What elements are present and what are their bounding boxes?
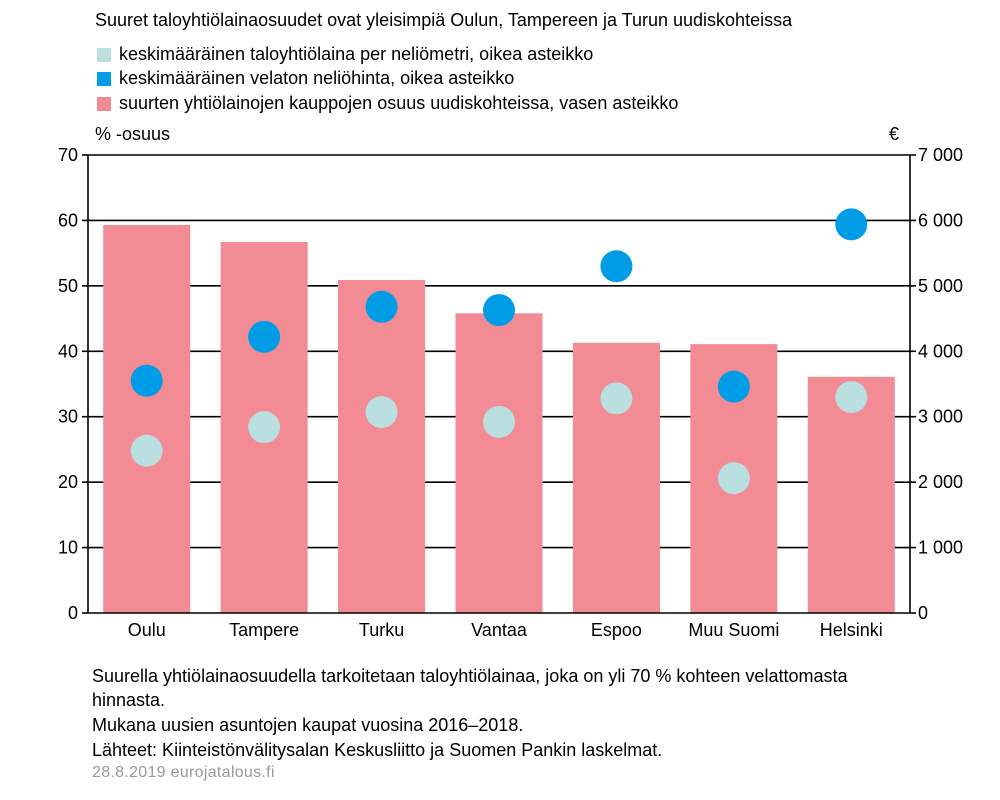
- tick-label-right: 0: [918, 603, 928, 623]
- y-axis-left-label: % -osuus: [95, 124, 171, 144]
- tick-label-left: 20: [58, 472, 78, 492]
- dot-price-per-sqm-helsinki: [835, 208, 868, 241]
- note-line-4: Lähteet: Kiinteistönvälitysalan Keskusli…: [92, 740, 663, 760]
- bar-helsinki: [807, 376, 895, 613]
- chart-title: Suuret taloyhtiölainaosuudet ovat yleisi…: [95, 10, 793, 30]
- category-label-oulu: Oulu: [128, 620, 166, 640]
- category-label-helsinki: Helsinki: [820, 620, 883, 640]
- legend-label-loan-per-sqm: keskimääräinen taloyhtiölaina per neliöm…: [119, 44, 594, 64]
- footer-date-source: 28.8.2019 eurojatalous.fi: [92, 764, 275, 781]
- category-label-turku: Turku: [359, 620, 404, 640]
- dot-price-per-sqm-oulu: [130, 364, 163, 397]
- dot-loan-per-sqm-turku: [365, 396, 398, 429]
- note-line-2: hinnasta.: [92, 690, 166, 710]
- dot-price-per-sqm-vantaa: [483, 294, 515, 327]
- bar-turku: [338, 279, 426, 613]
- tick-label-left: 40: [58, 341, 78, 361]
- dot-loan-per-sqm-tampere: [248, 411, 281, 444]
- dot-loan-per-sqm-helsinki: [835, 381, 868, 414]
- tick-label-right: 4 000: [918, 341, 963, 361]
- tick-label-right: 3 000: [918, 407, 963, 427]
- legend-swatch-loan-per-sqm: [97, 47, 111, 62]
- tick-label-right: 7 000: [918, 145, 963, 165]
- note-line-3: Mukana uusien asuntojen kaupat vuosina 2…: [92, 715, 524, 735]
- legend-item-price-per-sqm: keskimääräinen velaton neliöhinta, oikea…: [97, 68, 514, 89]
- legend-swatch-large-loan-share: [97, 96, 111, 111]
- dot-loan-per-sqm-espoo: [600, 382, 633, 415]
- bar-oulu: [103, 225, 191, 613]
- dot-price-per-sqm-muu-suomi: [717, 370, 750, 403]
- dot-loan-per-sqm-muu-suomi: [717, 462, 750, 495]
- tick-label-left: 60: [58, 210, 78, 230]
- legend-item-large-loan-share: suurten yhtiölainojen kauppojen osuus uu…: [97, 93, 678, 114]
- legend-swatch-price-per-sqm: [97, 71, 111, 86]
- category-label-muu-suomi: Muu Suomi: [688, 620, 779, 640]
- dot-price-per-sqm-tampere: [248, 320, 281, 353]
- dot-loan-per-sqm-vantaa: [483, 405, 515, 438]
- tick-label-left: 30: [58, 407, 78, 427]
- dot-price-per-sqm-turku: [365, 290, 398, 323]
- tick-label-right: 1 000: [918, 538, 963, 558]
- category-label-espoo: Espoo: [591, 620, 642, 640]
- tick-label-right: 6 000: [918, 210, 963, 230]
- tick-label-right: 2 000: [918, 472, 963, 492]
- tick-label-left: 50: [58, 276, 78, 296]
- tick-label-left: 10: [58, 538, 78, 558]
- tick-label-left: 0: [68, 603, 78, 623]
- y-axis-right-label: €: [889, 124, 900, 144]
- tick-label-right: 5 000: [918, 276, 963, 296]
- note-line-1: Suurella yhtiölainaosuudella tarkoitetaa…: [92, 666, 848, 686]
- legend-label-large-loan-share: suurten yhtiölainojen kauppojen osuus uu…: [119, 93, 679, 113]
- dot-loan-per-sqm-oulu: [130, 434, 163, 467]
- dot-price-per-sqm-espoo: [600, 250, 633, 283]
- category-label-tampere: Tampere: [229, 620, 299, 640]
- legend-item-loan-per-sqm: keskimääräinen taloyhtiölaina per neliöm…: [97, 44, 593, 65]
- legend-label-price-per-sqm: keskimääräinen velaton neliöhinta, oikea…: [119, 68, 515, 88]
- category-label-vantaa: Vantaa: [471, 620, 528, 640]
- bar-vantaa: [455, 313, 543, 613]
- tick-label-left: 70: [58, 145, 78, 165]
